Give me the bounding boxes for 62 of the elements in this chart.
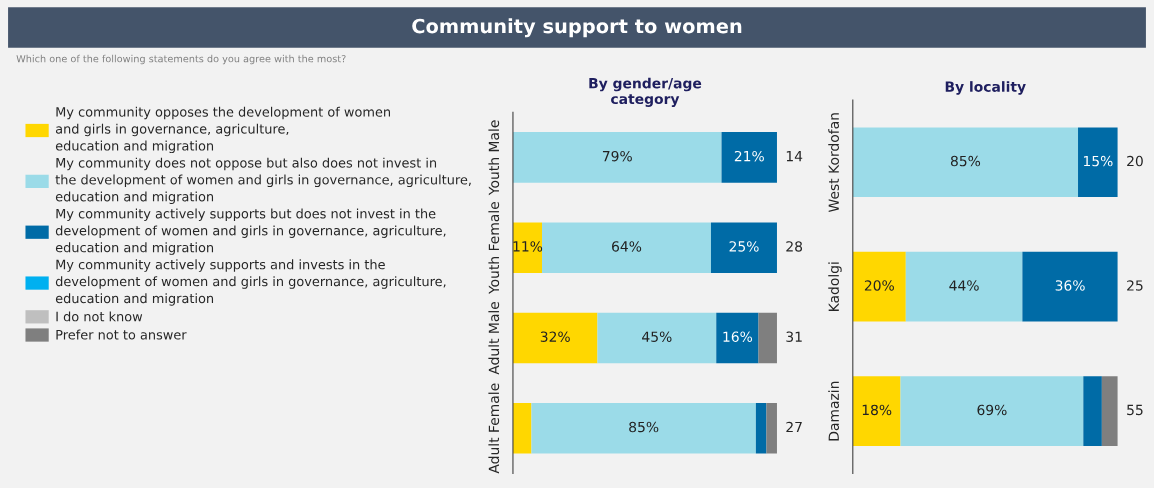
bar — [758, 312, 777, 364]
bar — [905, 251, 1023, 322]
data-label: 25% — [729, 241, 759, 252]
text: 28 — [786, 241, 803, 252]
data-label: 85% — [629, 421, 659, 433]
y-tick-label: Kadolgi — [828, 262, 842, 311]
text: Which one of the following statements do you agree with the most? — [16, 54, 346, 65]
bar — [710, 222, 777, 273]
text: 25 — [1127, 280, 1143, 291]
y-tick-label: Youth Male — [488, 120, 500, 196]
data-label: 32% — [540, 331, 570, 342]
data-label: 21% — [734, 150, 764, 162]
data-label: 79% — [602, 150, 632, 162]
chart-title: By gender/age category — [589, 77, 702, 107]
legend-label: My community opposes the development of women and girls in governance, agriculture, education and migration — [55, 106, 390, 154]
bar — [900, 376, 1084, 446]
text: 55 — [1127, 404, 1143, 416]
bar — [716, 312, 759, 364]
y-tick-label: Damazin — [828, 381, 839, 441]
text: Community support to women — [412, 18, 742, 38]
text: 27 — [786, 421, 802, 433]
data-label: 69% — [977, 404, 1007, 416]
data-label: 20% — [864, 280, 894, 291]
bar — [1022, 251, 1118, 322]
data-label: 15% — [1083, 155, 1113, 167]
bar — [512, 402, 532, 454]
data-label: 85% — [950, 155, 981, 167]
data-label: 11% — [513, 241, 543, 252]
bar — [721, 132, 777, 183]
legend-label: My community actively supports but does not invest in the development of women and girls in governance, agriculture, education and migration — [55, 208, 446, 255]
y-tick-label: Adult Female — [488, 383, 500, 474]
bar — [542, 222, 711, 273]
legend-label: Prefer not to answer — [56, 329, 187, 340]
bar — [755, 402, 767, 454]
data-label: 45% — [642, 331, 672, 342]
bar — [852, 251, 906, 322]
data-label: 16% — [723, 331, 753, 342]
legend-label: I do not know — [56, 311, 143, 322]
bar — [512, 312, 598, 364]
bar — [597, 312, 717, 364]
text: 31 — [786, 331, 802, 342]
bar — [852, 127, 1079, 198]
text: 20 — [1127, 155, 1143, 167]
text: 14 — [786, 151, 803, 162]
legend-label: My community does not oppose but also does not invest in the development of women and girls in governance, agriculture, education and migration — [55, 157, 471, 204]
legend-label: My community actively supports and invests in the development of women and girls in governance, agriculture, education and migration — [55, 259, 446, 306]
data-label: 44% — [949, 280, 979, 291]
bar — [1083, 376, 1102, 446]
chart-title: By locality — [945, 81, 1026, 95]
bar — [1101, 376, 1118, 446]
bar — [1078, 127, 1118, 198]
data-label: 18% — [862, 404, 892, 416]
y-tick-label: Youth Female — [488, 201, 500, 295]
bar — [531, 402, 756, 454]
y-tick-label: West Kordofan — [828, 113, 839, 213]
y-tick-label: Adult Male — [488, 301, 500, 375]
data-label: 64% — [612, 241, 642, 252]
bar — [512, 222, 542, 273]
bar — [852, 376, 901, 446]
bar — [766, 402, 777, 454]
data-label: 36% — [1055, 280, 1085, 291]
bar — [512, 132, 722, 183]
